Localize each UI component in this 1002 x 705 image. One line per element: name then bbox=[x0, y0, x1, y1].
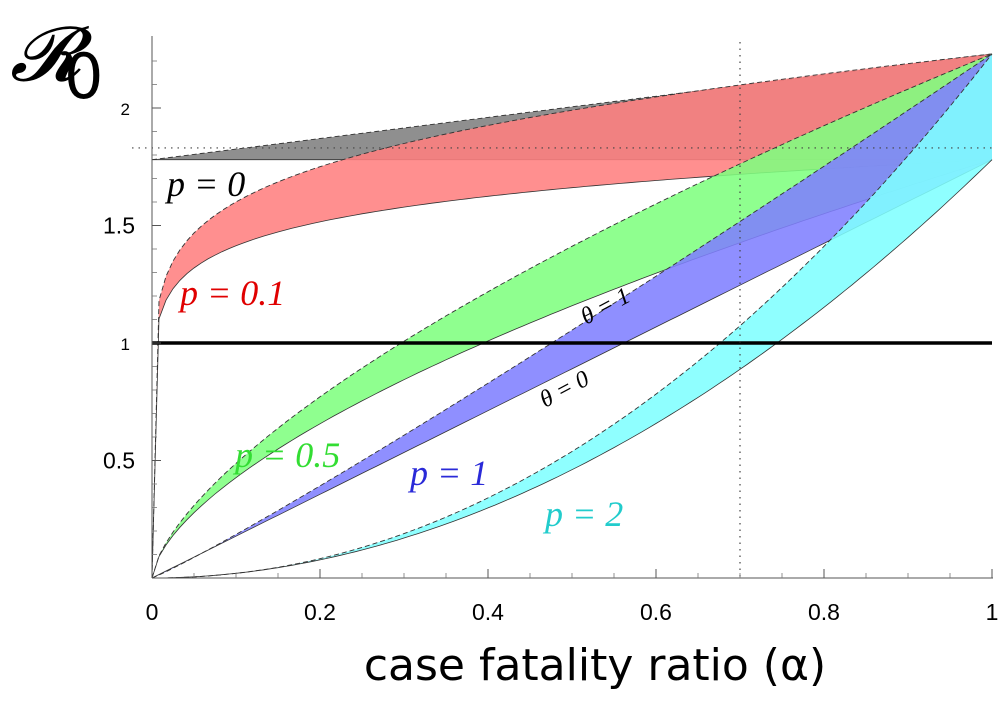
y-tick-label-0: 0.5 bbox=[103, 448, 135, 474]
x-tick-label-4: 0.8 bbox=[808, 599, 840, 625]
band-upper-edge-p01 bbox=[151, 53, 993, 579]
label-p1: p = 1 bbox=[407, 453, 488, 493]
y-tick-label-3: 2 bbox=[121, 100, 130, 119]
label-p05: p = 0.5 bbox=[232, 435, 340, 475]
bands-layer bbox=[151, 53, 993, 579]
x-tick-label-1: 0.2 bbox=[304, 599, 336, 625]
x-tick-label-5: 1 bbox=[986, 599, 999, 625]
x-tick-label-2: 0.4 bbox=[472, 599, 504, 625]
y-axis-title-subscript: 0 bbox=[64, 40, 103, 113]
band-p05 bbox=[152, 54, 992, 578]
y-tick-label-2: 1.5 bbox=[103, 213, 135, 239]
y-axis-title: 𝓡 bbox=[10, 9, 93, 98]
x-tick-label-0: 0 bbox=[146, 599, 159, 625]
x-axis-title: case fatality ratio (α) bbox=[364, 640, 826, 691]
label-p0: p = 0 bbox=[164, 164, 245, 204]
band-upper-edge-p05 bbox=[151, 53, 993, 579]
y-tick-label-1: 1 bbox=[121, 335, 130, 354]
band-p01 bbox=[152, 54, 992, 578]
label-p2: p = 2 bbox=[542, 494, 623, 534]
band-upper-edge-p2 bbox=[152, 53, 993, 579]
axis-ticks: 0 0.2 0.4 0.6 0.8 1 0.5 1 1.5 2 bbox=[103, 60, 999, 625]
label-p01: p = 0.1 bbox=[177, 273, 285, 313]
band-lower-edge-p2 bbox=[152, 159, 993, 579]
reference-lines bbox=[132, 42, 992, 578]
x-tick-label-3: 0.6 bbox=[640, 599, 672, 625]
